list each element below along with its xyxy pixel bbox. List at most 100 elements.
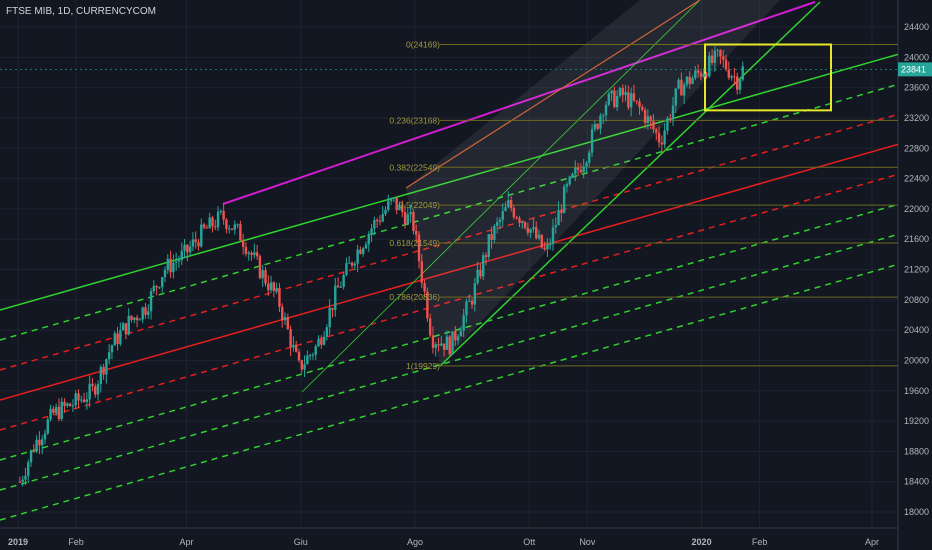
candle-body	[68, 403, 72, 407]
candle-body	[574, 167, 577, 174]
candle-body	[202, 224, 206, 228]
candle-body	[548, 244, 552, 246]
candle-body	[426, 291, 429, 319]
candle-body	[392, 197, 396, 199]
x-tick-label: Apr	[180, 537, 194, 547]
candle-body	[401, 204, 404, 213]
candle-body	[228, 228, 231, 230]
candle-body	[381, 214, 384, 222]
candle-body	[571, 173, 574, 177]
candle-body	[462, 315, 465, 331]
candle-body	[568, 176, 571, 185]
channel-dash-line	[0, 113, 899, 371]
candle-body	[518, 218, 521, 223]
candle-body	[722, 56, 725, 60]
candle-body	[663, 130, 666, 145]
candle-body	[387, 200, 390, 210]
candle-body	[359, 249, 362, 254]
candle-body	[54, 406, 58, 413]
fib-label: 0.618(21549)	[389, 238, 440, 248]
candle-body	[200, 224, 203, 247]
candle-body	[348, 262, 351, 264]
candle-body	[303, 364, 306, 370]
candle-body	[406, 214, 410, 225]
candle-body	[43, 433, 47, 440]
x-axis[interactable]: 2019 Feb Apr Giu Ago Ott Nov 2020 Feb Apr	[8, 537, 879, 547]
candle-body	[147, 311, 150, 315]
candle-body	[735, 76, 739, 90]
candle-body	[121, 323, 125, 331]
candle-body	[448, 336, 451, 355]
candle-body	[244, 246, 248, 254]
candle-body	[602, 115, 605, 117]
x-tick-label: Ago	[407, 537, 423, 547]
candle-body	[275, 288, 278, 291]
candle-body	[409, 212, 412, 215]
candle-body	[509, 200, 513, 209]
x-tick-label: 2020	[692, 537, 712, 547]
candle-body	[169, 258, 172, 273]
candle-body	[696, 70, 700, 73]
candle-body	[724, 59, 728, 70]
candle-body	[258, 256, 262, 279]
candle-body	[208, 217, 211, 229]
candle-body	[515, 217, 518, 219]
y-tick-label: 21600	[904, 234, 929, 244]
candle-body	[579, 169, 583, 173]
candle-body	[63, 401, 66, 406]
candle-body	[322, 336, 326, 345]
candle-body	[627, 92, 630, 108]
candle-body	[705, 74, 708, 77]
candle-body	[88, 383, 91, 400]
candle-body	[292, 344, 295, 348]
candle-body	[49, 408, 52, 420]
y-tick-label: 24400	[904, 22, 929, 32]
candle-body	[613, 90, 616, 108]
candle-body	[487, 234, 490, 257]
candle-body	[546, 244, 549, 250]
candle-body	[77, 393, 80, 401]
candle-body	[680, 79, 683, 96]
y-tick-label: 20400	[904, 325, 929, 335]
candle-body	[507, 200, 510, 208]
candle-body	[484, 255, 488, 257]
candle-body	[490, 234, 493, 240]
candle-body	[599, 115, 602, 129]
candle-body	[699, 72, 703, 77]
fib-label-layer: 0(24169) 0.236(23168) 0.382(22549) 0.5(2204…	[389, 40, 440, 371]
candle-body	[434, 344, 437, 348]
candle-body	[375, 220, 379, 222]
candle-body	[526, 228, 530, 233]
candle-body	[253, 252, 256, 255]
candle-body	[638, 101, 641, 108]
candle-body	[149, 291, 153, 312]
candle-body	[317, 339, 320, 347]
candle-body	[576, 167, 580, 170]
x-tick-label: Ott	[523, 537, 536, 547]
candle-body	[311, 354, 315, 356]
candle-body	[562, 186, 566, 214]
candle-body	[671, 105, 675, 120]
candle-body	[239, 224, 242, 241]
candle-body	[219, 210, 223, 212]
candle-body	[512, 208, 516, 218]
candle-body	[476, 269, 479, 284]
grid-layer	[0, 0, 899, 550]
candle-body	[607, 93, 611, 105]
candle-body	[521, 221, 524, 223]
candle-body	[593, 124, 597, 130]
candle-body	[350, 262, 354, 266]
candle-body	[119, 330, 122, 345]
candle-body	[336, 285, 340, 288]
candle-body	[646, 116, 650, 124]
candle-body	[378, 220, 382, 222]
candle-body	[482, 255, 485, 277]
candle-body	[82, 399, 86, 402]
y-tick-label: 20000	[904, 355, 929, 365]
candle-body	[655, 129, 658, 133]
candle-body	[110, 345, 114, 353]
candle-body	[465, 301, 468, 316]
y-axis[interactable]: 24400 24000 23600 23200 22800 22400 22000 21600…	[898, 22, 932, 517]
candle-body	[18, 481, 22, 483]
